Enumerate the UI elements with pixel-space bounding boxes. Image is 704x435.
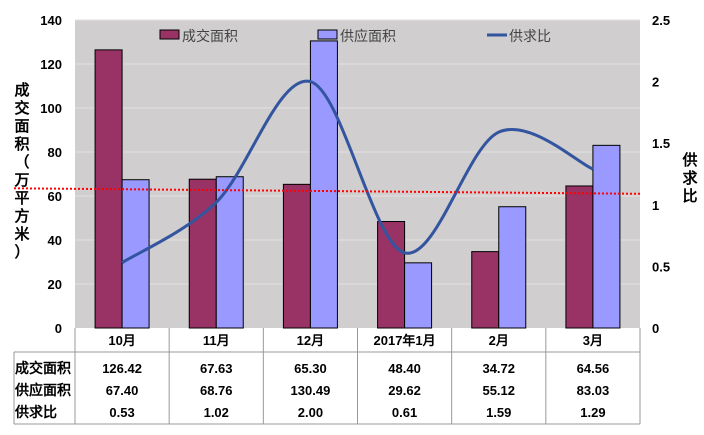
table-cell: 2.00 [298, 405, 323, 420]
legend-swatch [159, 29, 180, 40]
y-tick-label: 100 [40, 101, 62, 116]
y-axis-title-char: 平 [14, 190, 29, 207]
legend-label: 供求比 [509, 28, 551, 44]
table-cell: 68.76 [200, 383, 233, 398]
y-tick-label: 60 [48, 189, 62, 204]
y-tick-label: 80 [48, 145, 62, 160]
table-row-header: 供应面积 [14, 382, 71, 398]
y2-axis-title-char: 比 [682, 187, 697, 205]
table-cell: 0.53 [109, 405, 134, 420]
y2-tick-label: 0.5 [652, 259, 670, 274]
table-row-header: 成交面积 [15, 360, 71, 376]
y2-tick-label: 2 [652, 75, 659, 90]
y-axis-title-char: ） [14, 243, 29, 261]
legend-swatch [317, 29, 338, 40]
table-cell: 29.62 [388, 383, 421, 398]
plot-area [75, 20, 640, 328]
legend-label: 供应面积 [340, 28, 396, 44]
y-tick-label: 0 [55, 321, 62, 336]
category-label: 10月 [108, 333, 135, 348]
bar-transaction-area [471, 251, 500, 329]
bar-transaction-area [565, 185, 594, 329]
y-axis-title-char: 成 [14, 81, 29, 99]
y-axis-title-char: 积 [14, 135, 29, 153]
y-tick-label: 120 [40, 57, 62, 72]
y-tick-label: 40 [48, 233, 62, 248]
y-axis-title-char: 万 [13, 172, 29, 189]
category-label: 2017年1月 [374, 333, 436, 348]
table-row-header: 供求比 [14, 404, 57, 420]
table-cell: 67.63 [200, 361, 233, 376]
table-cell: 65.30 [294, 361, 327, 376]
table-cell: 83.03 [577, 383, 610, 398]
legend-label: 成交面积 [182, 28, 238, 44]
y2-axis-title-char: 供 [681, 151, 697, 169]
y2-tick-label: 1 [652, 198, 659, 213]
bar-supply-area [498, 206, 527, 329]
line-supply-demand-ratio [121, 79, 594, 264]
table-cell: 67.40 [106, 383, 139, 398]
y2-tick-label: 1.5 [652, 136, 670, 151]
table-cell: 34.72 [482, 361, 515, 376]
bar-transaction-area [188, 178, 217, 329]
y-tick-label: 140 [40, 13, 62, 28]
category-label: 3月 [583, 333, 603, 348]
category-label: 12月 [297, 333, 324, 348]
y-axis-title-char: （ [14, 153, 29, 171]
y2-tick-label: 0 [652, 321, 659, 336]
table-cell: 126.42 [102, 361, 142, 376]
bar-supply-area [404, 262, 433, 329]
table-cell: 55.12 [482, 383, 515, 398]
y-tick-label: 20 [48, 277, 62, 292]
table-cell: 1.02 [204, 405, 229, 420]
bar-supply-area [309, 40, 338, 329]
table-cell: 48.40 [388, 361, 421, 376]
y2-tick-label: 2.5 [652, 13, 670, 28]
y-axis-title-char: 面 [14, 118, 29, 135]
y2-axis-title-char: 求 [682, 169, 698, 187]
trendline [13, 187, 641, 195]
category-label: 11月 [203, 333, 230, 348]
bar-transaction-area [282, 183, 311, 329]
y-axis-title-char: 方 [14, 207, 29, 225]
table-cell: 0.61 [392, 405, 417, 420]
y-axis-title-char: 交 [14, 99, 29, 117]
table-cell: 130.49 [291, 383, 331, 398]
y-axis-title-char: 米 [14, 225, 30, 243]
bar-supply-area [215, 176, 244, 329]
bar-transaction-area [377, 221, 406, 329]
table-cell: 1.29 [580, 405, 605, 420]
table-cell: 64.56 [577, 361, 610, 376]
category-label: 2月 [489, 333, 509, 348]
bar-supply-area [592, 144, 621, 329]
table-cell: 1.59 [486, 405, 511, 420]
